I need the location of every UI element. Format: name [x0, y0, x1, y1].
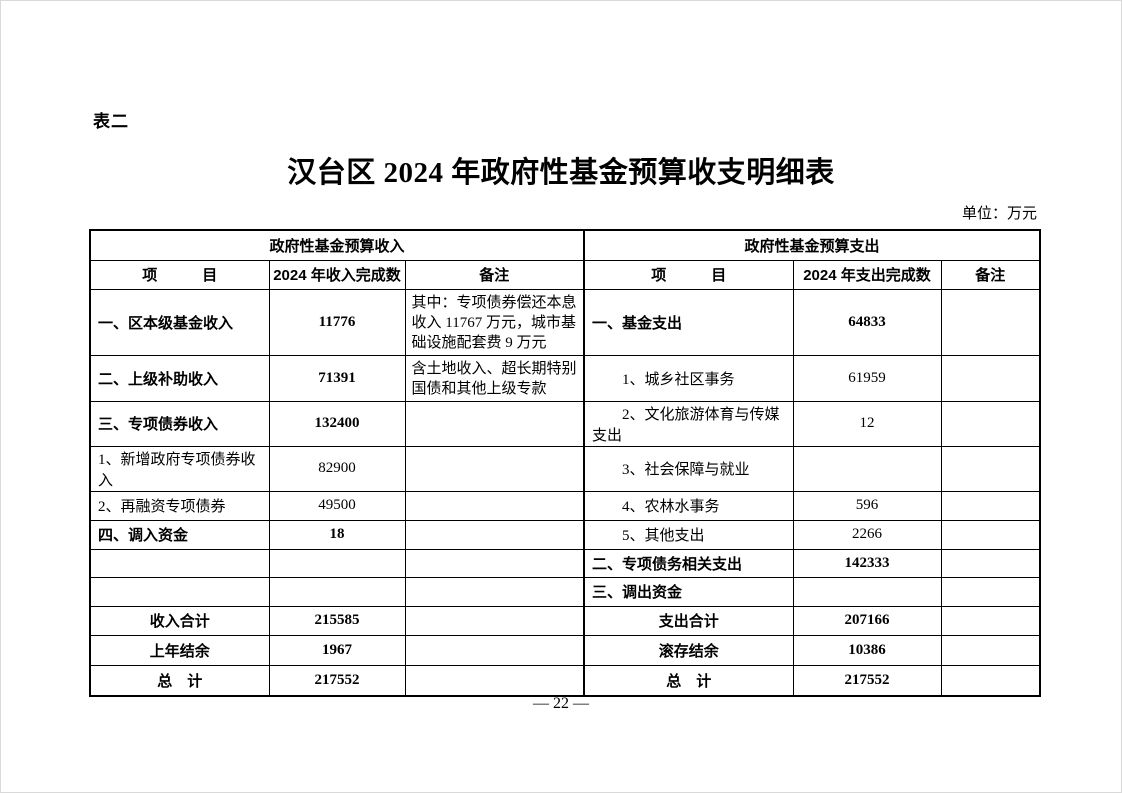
revenue-value: [268, 576, 406, 607]
expenditure-item: 三、调出资金: [583, 576, 794, 607]
table-row: 2、再融资专项债券 49500 4、农林水事务 596: [89, 490, 1041, 521]
revenue-note: 其中：专项债券偿还本息收入 11767 万元，城市基础设施配套费 9 万元: [404, 288, 585, 356]
col-header-item-left: 项 目: [89, 259, 270, 290]
expenditure-note: [940, 288, 1041, 356]
revenue-note: [404, 519, 585, 550]
revenue-value: [268, 548, 406, 578]
expenditure-note: [940, 354, 1041, 402]
unit-note: 单位：万元: [961, 206, 1037, 222]
revenue-item: 二、上级补助收入: [89, 354, 270, 402]
expenditure-item: 一、基金支出: [583, 288, 794, 356]
revenue-item: 上年结余: [89, 634, 270, 666]
expenditure-item: 二、专项债务相关支出: [583, 548, 794, 578]
table-row: 二、上级补助收入 71391 含土地收入、超长期特别国债和其他上级专款 1、城乡…: [89, 354, 1041, 402]
expenditure-value: 64833: [792, 288, 942, 356]
page-title: 汉台区 2024 年政府性基金预算收支明细表: [287, 157, 835, 189]
col-header-revenue-done: 2024 年收入完成数: [268, 259, 406, 290]
revenue-note: 含土地收入、超长期特别国债和其他上级专款: [404, 354, 585, 402]
revenue-value: 215585: [268, 605, 406, 636]
expenditure-item: 1、城乡社区事务: [583, 354, 794, 402]
revenue-item: 收入合计: [89, 605, 270, 636]
revenue-value: 71391: [268, 354, 406, 402]
expenditure-value: 61959: [792, 354, 942, 402]
col-header-item-right: 项 目: [583, 259, 794, 290]
expenditure-note: [940, 548, 1041, 578]
revenue-section-header: 政府性基金预算收入: [89, 229, 585, 261]
revenue-value: 18: [268, 519, 406, 550]
revenue-item: 2、再融资专项债券: [89, 490, 270, 521]
revenue-value: 49500: [268, 490, 406, 521]
expenditure-item: 支出合计: [583, 605, 794, 636]
revenue-item: [89, 548, 270, 578]
expenditure-note: [940, 490, 1041, 521]
revenue-note: [404, 445, 585, 492]
expenditure-item: 滚存结余: [583, 634, 794, 666]
table-row: 总 计 217552 总 计 217552: [89, 664, 1041, 697]
revenue-note: [404, 576, 585, 607]
expenditure-note: [940, 400, 1041, 447]
revenue-item: 1、新增政府专项债券收入: [89, 445, 270, 492]
expenditure-value: 217552: [792, 664, 942, 697]
col-header-expenditure-done: 2024 年支出完成数: [792, 259, 942, 290]
revenue-note: [404, 605, 585, 636]
revenue-item: 总 计: [89, 664, 270, 697]
revenue-item: 四、调入资金: [89, 519, 270, 550]
table-row: 一、区本级基金收入 11776 其中：专项债券偿还本息收入 11767 万元，城…: [89, 288, 1041, 356]
expenditure-value: 596: [792, 490, 942, 521]
budget-table: 政府性基金预算收入 政府性基金预算支出 项 目 2024 年收入完成数 备注 项…: [89, 229, 1041, 697]
expenditure-item: 5、其他支出: [583, 519, 794, 550]
expenditure-value: 10386: [792, 634, 942, 666]
table-row: 四、调入资金 18 5、其他支出 2266: [89, 519, 1041, 550]
revenue-value: 1967: [268, 634, 406, 666]
expenditure-item: 总 计: [583, 664, 794, 697]
revenue-item: 三、专项债券收入: [89, 400, 270, 447]
expenditure-value: [792, 445, 942, 492]
column-header-row: 项 目 2024 年收入完成数 备注 项 目 2024 年支出完成数 备注: [89, 259, 1041, 290]
revenue-item: [89, 576, 270, 607]
expenditure-note: [940, 576, 1041, 607]
table-row: 上年结余 1967 滚存结余 10386: [89, 634, 1041, 666]
revenue-note: [404, 400, 585, 447]
revenue-note: [404, 634, 585, 666]
col-header-note-left: 备注: [404, 259, 585, 290]
revenue-item: 一、区本级基金收入: [89, 288, 270, 356]
section-header-row: 政府性基金预算收入 政府性基金预算支出: [89, 229, 1041, 261]
table-row: 1、新增政府专项债券收入 82900 3、社会保障与就业: [89, 445, 1041, 492]
table-row: 三、调出资金: [89, 576, 1041, 607]
table-row: 三、专项债券收入 132400 2、文化旅游体育与传媒支出 12: [89, 400, 1041, 447]
expenditure-item: 4、农林水事务: [583, 490, 794, 521]
table-row: 二、专项债务相关支出 142333: [89, 548, 1041, 578]
expenditure-note: [940, 634, 1041, 666]
revenue-value: 82900: [268, 445, 406, 492]
revenue-value: 132400: [268, 400, 406, 447]
expenditure-item: 2、文化旅游体育与传媒支出: [583, 400, 794, 447]
expenditure-value: 2266: [792, 519, 942, 550]
revenue-note: [404, 490, 585, 521]
table-label: 表二: [93, 112, 129, 131]
expenditure-note: [940, 445, 1041, 492]
revenue-note: [404, 548, 585, 578]
expenditure-item: 3、社会保障与就业: [583, 445, 794, 492]
expenditure-section-header: 政府性基金预算支出: [583, 229, 1041, 261]
page-number: — 22 —: [533, 695, 589, 712]
expenditure-value: [792, 576, 942, 607]
table-row: 收入合计 215585 支出合计 207166: [89, 605, 1041, 636]
expenditure-note: [940, 664, 1041, 697]
expenditure-note: [940, 519, 1041, 550]
expenditure-note: [940, 605, 1041, 636]
revenue-value: 217552: [268, 664, 406, 697]
expenditure-value: 142333: [792, 548, 942, 578]
col-header-note-right: 备注: [940, 259, 1041, 290]
expenditure-value: 207166: [792, 605, 942, 636]
expenditure-value: 12: [792, 400, 942, 447]
revenue-note: [404, 664, 585, 697]
revenue-value: 11776: [268, 288, 406, 356]
